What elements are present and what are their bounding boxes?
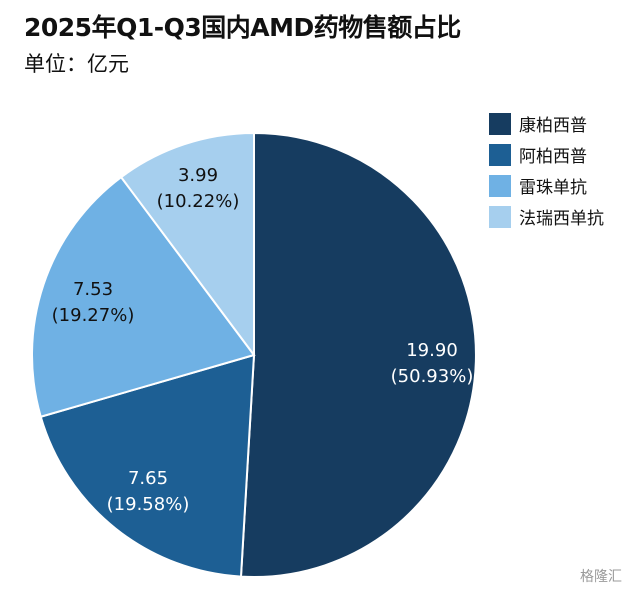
slice-percent-label-1: (50.93%)	[391, 366, 474, 387]
legend-label: 法瑞西单抗	[519, 209, 604, 229]
slice-value-label-1: 19.90	[406, 340, 458, 361]
legend-item-4: 法瑞西单抗	[489, 201, 604, 232]
chart-unit: 单位：亿元	[24, 52, 129, 76]
legend-label: 康柏西普	[519, 116, 587, 136]
pie-slice-3	[31, 175, 256, 418]
legend-item-1: 康柏西普	[489, 108, 604, 139]
legend-item-2: 阿柏西普	[489, 139, 604, 170]
legend-label: 阿柏西普	[519, 147, 587, 167]
pie-slice-1	[239, 131, 477, 578]
slice-percent-label-4: (10.22%)	[157, 191, 240, 212]
slice-percent-label-3: (19.27%)	[52, 305, 135, 326]
slice-percent-label-2: (19.58%)	[107, 494, 190, 515]
slice-value-label-3: 7.53	[73, 279, 113, 300]
slice-value-label-2: 7.65	[128, 468, 168, 489]
pie-slice-4	[119, 131, 255, 359]
legend-swatch	[489, 205, 511, 228]
legend-swatch	[489, 112, 511, 135]
legend-item-3: 雷珠单抗	[489, 170, 604, 201]
legend-swatch	[489, 174, 511, 197]
pie-slice-2	[39, 353, 256, 578]
legend-swatch	[489, 143, 511, 166]
chart-title: 2025年Q1-Q3国内AMD药物售额占比	[24, 13, 461, 42]
legend: 康柏西普阿柏西普雷珠单抗法瑞西单抗	[489, 108, 604, 232]
watermark-text: 格隆汇	[580, 569, 622, 585]
legend-label: 雷珠单抗	[519, 178, 587, 198]
slice-value-label-4: 3.99	[178, 165, 218, 186]
